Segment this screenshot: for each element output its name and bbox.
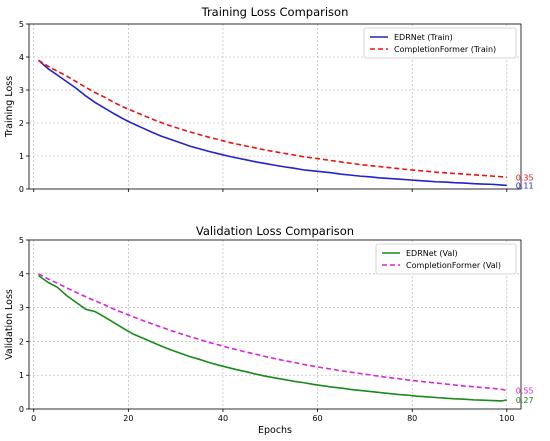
x-tick-label: 0 bbox=[31, 414, 36, 423]
series-line-0 bbox=[37, 274, 507, 402]
series-line-0 bbox=[37, 59, 507, 187]
x-tick-label: 100 bbox=[499, 414, 514, 423]
y-tick-label: 5 bbox=[19, 236, 24, 245]
legend: EDRNet (Val) CompletionFormer (Val) bbox=[375, 243, 517, 275]
plot-frame bbox=[28, 23, 522, 190]
y-tick-label: 1 bbox=[19, 152, 24, 161]
end-value-label: 0.11 bbox=[516, 181, 534, 190]
end-value-label: 0.27 bbox=[516, 396, 534, 405]
legend-entry-label: EDRNet (Val) bbox=[406, 249, 458, 258]
legend: EDRNet (Train) CompletionFormer (Train) bbox=[363, 27, 517, 59]
y-tick-label: 3 bbox=[19, 304, 24, 313]
y-tick-label: 0 bbox=[19, 405, 24, 414]
plot-frame bbox=[28, 239, 522, 410]
legend-entry-label: EDRNet (Train) bbox=[394, 33, 453, 42]
y-tick-label: 2 bbox=[19, 119, 24, 128]
y-tick-label: 0 bbox=[19, 185, 24, 194]
x-tick-label: 40 bbox=[218, 414, 228, 423]
chart-title: Validation Loss Comparison bbox=[196, 224, 354, 238]
legend-entry-label: CompletionFormer (Train) bbox=[394, 45, 496, 54]
series-line-1 bbox=[38, 273, 507, 392]
y-tick-label: 4 bbox=[19, 53, 24, 62]
x-axis-label: Epochs bbox=[258, 425, 292, 436]
x-tick-label: 60 bbox=[312, 414, 322, 423]
legend-box bbox=[375, 243, 517, 275]
y-tick-label: 4 bbox=[19, 270, 24, 279]
end-value-label: 0.55 bbox=[516, 386, 534, 395]
y-tick-label: 5 bbox=[19, 20, 24, 29]
y-axis-label: Training Loss bbox=[4, 76, 15, 138]
chart-title: Training Loss Comparison bbox=[201, 5, 349, 19]
x-tick-label: 20 bbox=[123, 414, 133, 423]
y-tick-label: 3 bbox=[19, 86, 24, 95]
legend-entry-label: CompletionFormer (Val) bbox=[406, 261, 501, 270]
x-tick-label: 80 bbox=[407, 414, 417, 423]
series-line-1 bbox=[38, 59, 507, 179]
y-axis-label: Validation Loss bbox=[4, 289, 15, 360]
chart-panel-1: 0.270.55 0 20 40 60 80 100 0 1 2 3 4 5 Validation Los… bbox=[4, 224, 534, 436]
chart-panel-0: 0.110.35 0 1 2 3 4 5 Training Loss Comparison Tr… bbox=[4, 5, 534, 194]
y-tick-label: 1 bbox=[19, 371, 24, 380]
legend-box bbox=[363, 27, 517, 59]
end-value-label: 0.35 bbox=[516, 173, 534, 182]
y-tick-label: 2 bbox=[19, 337, 24, 346]
